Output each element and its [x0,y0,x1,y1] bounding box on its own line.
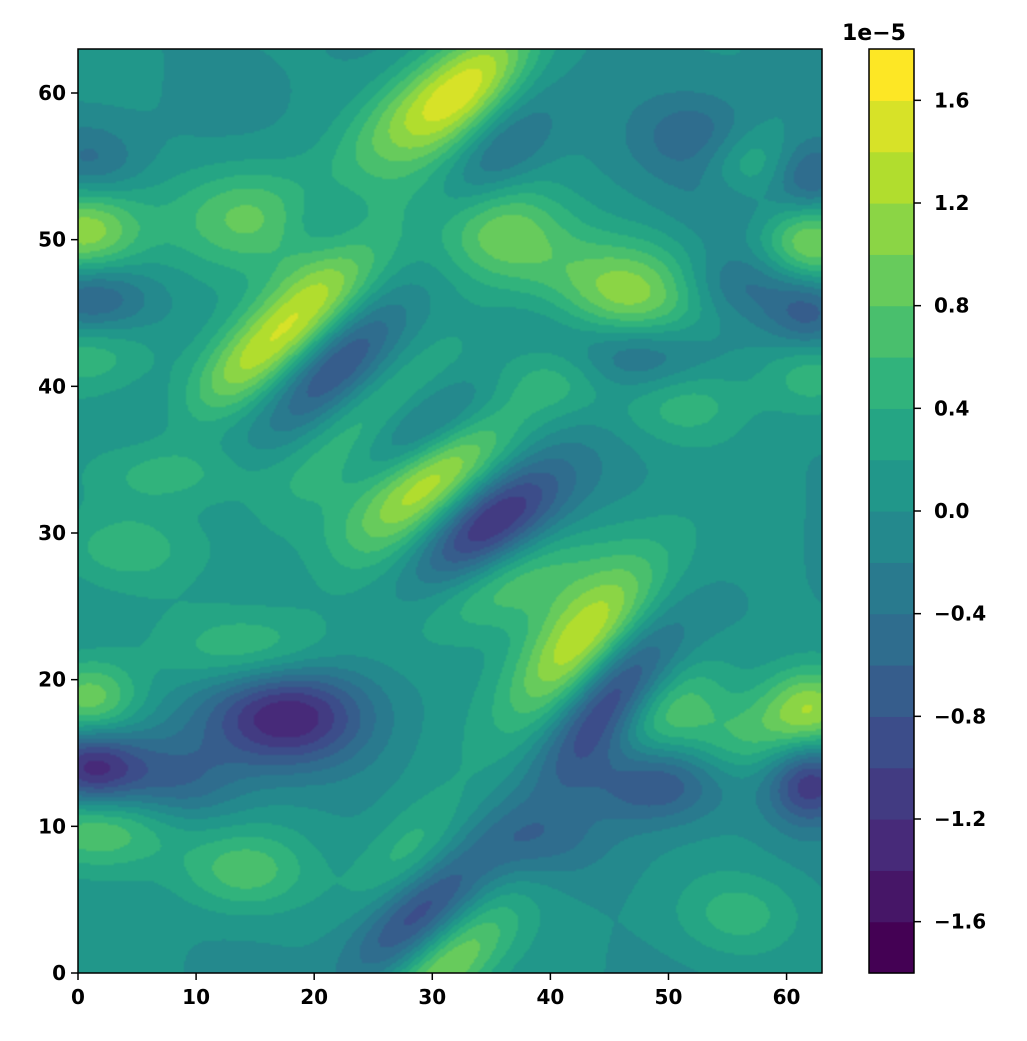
x-tick-label: 20 [300,985,328,1009]
colorbar-band [869,459,914,512]
colorbar-band [869,254,914,307]
colorbar-tick-label: −1.2 [934,807,986,831]
plot-frame [77,48,823,974]
colorbar-band [869,49,914,101]
y-tick-label: 20 [38,668,66,692]
colorbar-tick-label: 0.0 [934,499,969,523]
plot-area [77,48,823,974]
colorbar-scale-label: 1e−5 [842,21,906,46]
colorbar-band [869,408,914,461]
y-tick-label: 30 [38,521,66,545]
x-tick-label: 40 [536,985,564,1009]
x-tick-label: 60 [773,985,801,1009]
colorbar-tick-label: −0.4 [934,602,986,626]
x-tick-label: 50 [655,985,683,1009]
colorbar-tick-label: 1.6 [934,88,969,112]
y-axis: 0 10 20 30 40 50 60 [38,81,78,985]
colorbar-tick-label: 1.2 [934,191,969,215]
colorbar-band [869,203,914,255]
colorbar-band [869,305,914,358]
x-axis: 0 10 20 30 40 50 60 [71,973,800,1009]
filled-contour-field [78,49,822,973]
y-tick-label: 50 [38,228,66,252]
colorbar-band [869,921,914,974]
colorbar-band [869,562,914,615]
x-tick-label: 30 [418,985,446,1009]
colorbar-band [869,511,914,563]
colorbar-band [869,819,914,871]
colorbar-ticks: −1.6 −1.2 −0.8 −0.4 0.0 0.4 0.8 1.2 1.6 [914,88,986,934]
y-tick-label: 10 [38,814,66,838]
x-tick-label: 0 [71,985,85,1009]
colorbar-band [869,665,914,717]
colorbar-bands [869,49,914,974]
colorbar-tick-label: 0.4 [934,396,969,420]
colorbar-band [869,870,914,923]
colorbar-tick-label: −0.8 [934,704,986,728]
y-tick-label: 40 [38,374,66,398]
y-tick-label: 0 [52,961,66,985]
colorbar-band [869,613,914,666]
colorbar-tick-label: 0.8 [934,294,969,318]
colorbar-tick-label: −1.6 [934,910,986,934]
x-tick-label: 10 [182,985,210,1009]
colorbar-band [869,151,914,204]
colorbar: −1.6 −1.2 −0.8 −0.4 0.0 0.4 0.8 1.2 1.6 1e−5 [842,21,986,974]
colorbar-band [869,357,914,409]
colorbar-band [869,100,914,153]
y-tick-label: 60 [38,81,66,105]
colorbar-band [869,716,914,769]
colorbar-band [869,767,914,820]
